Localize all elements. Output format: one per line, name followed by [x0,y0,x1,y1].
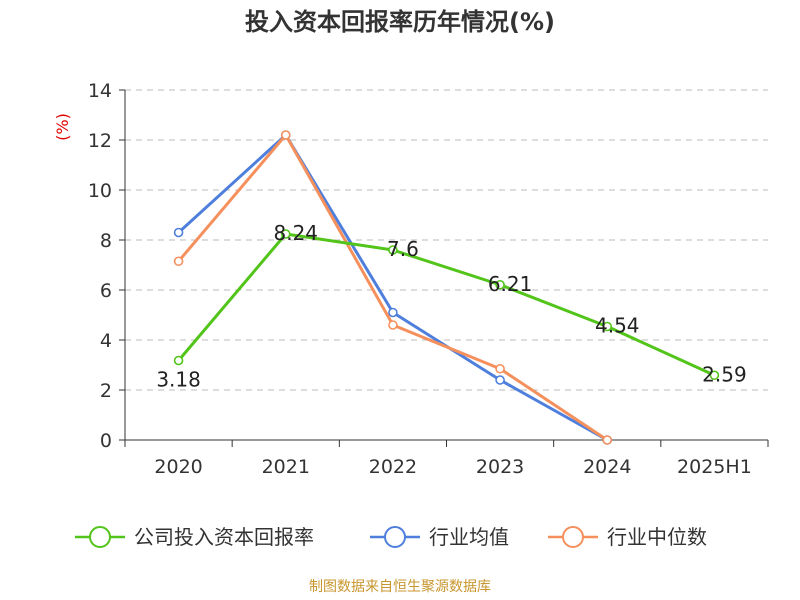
data-label: 2.59 [702,362,747,386]
y-axis-label: (%) [53,113,72,141]
x-tick-label: 2023 [476,456,524,478]
data-point-1 [495,375,505,385]
x-tick-label: 2024 [583,456,631,478]
y-tick-label: 14 [88,80,112,102]
data-label: 8.24 [273,221,318,245]
data-point-0 [495,279,505,290]
gridlines [125,89,768,391]
x-tick-label: 2020 [154,456,202,478]
y-tick-label: 2 [100,380,112,402]
y-tick-label: 6 [100,280,112,302]
data-point-0 [173,355,184,366]
data-labels: 3.18 8.24 7.6 6.21 4.54 2.59 [156,221,746,392]
data-point-2 [280,130,291,140]
y-tick-label: 8 [100,230,112,252]
legend: 公司投入资本回报率 行业均值 行业中位数 [75,525,707,549]
data-label: 4.54 [595,314,640,338]
y-tick-label: 10 [88,180,112,202]
data-point-2 [602,435,613,445]
data-point-0 [388,245,398,255]
data-point-1 [388,307,398,318]
source-note: 制图数据来自恒生聚源数据库 [309,579,491,595]
y-tick-label: 4 [100,330,112,352]
legend-label: 行业中位数 [607,525,707,549]
legend-label: 公司投入资本回报率 [134,525,314,549]
x-tick-label: 2022 [369,456,417,478]
data-label: 6.21 [488,272,533,296]
legend-swatch-marker [89,526,111,548]
data-label: 7.6 [387,237,419,261]
data-point-2 [173,256,184,267]
data-point-0 [602,321,613,332]
data-point-2 [495,363,505,374]
data-point-1 [173,227,184,238]
x-tick-label: 2025H1 [677,456,752,478]
series-lines [173,130,720,445]
data-point-2 [388,320,398,330]
data-point-0 [280,229,291,239]
legend-swatch-marker [562,526,584,548]
x-tick-label: 2021 [262,456,310,478]
series-line-1 [177,133,608,442]
series-line-0 [177,232,716,377]
legend-label: 行业均值 [429,525,509,549]
data-point-0 [709,370,720,381]
y-tick-label: 0 [100,430,112,452]
y-tick-label: 12 [88,130,112,152]
series-line-2 [177,133,609,442]
data-label: 3.18 [156,368,201,392]
chart-title: 投入资本回报率历年情况(%) [245,8,555,36]
legend-swatch-marker [384,526,406,548]
axes: 0 2 4 6 8 10 12 14 2020 2021 2022 2023 2024 2025H1 [88,80,769,478]
